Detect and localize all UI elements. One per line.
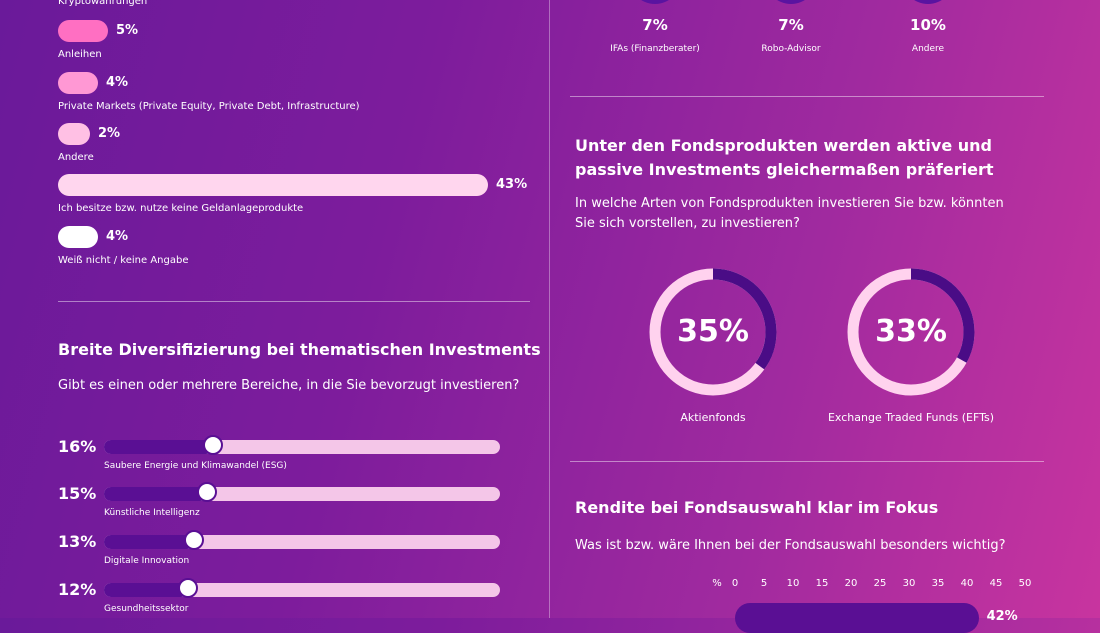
circle-value: 7%	[778, 16, 804, 34]
donut-arc	[847, 268, 975, 396]
return-title: Rendite bei Fondsauswahl klar im Fokus	[575, 498, 939, 517]
bar	[58, 123, 90, 145]
axis-tick: 20	[844, 578, 858, 589]
donut-arc	[649, 268, 777, 396]
bar	[58, 174, 488, 196]
section-divider	[570, 461, 1044, 462]
circle-label: Robo-Advisor	[761, 44, 821, 54]
return-value: 42%	[986, 609, 1018, 624]
return-question: Was ist bzw. wäre Ihnen bei der Fondsaus…	[575, 538, 1006, 553]
bar-value: 4%	[106, 75, 129, 90]
theme-track	[104, 530, 500, 550]
bar-label: Ich besitze bzw. nutze keine Geldanlagep…	[58, 203, 304, 214]
axis-tick: 15	[815, 578, 829, 589]
theme-track	[104, 435, 500, 455]
return-bar	[735, 603, 979, 633]
donut-label: Aktienfonds	[680, 411, 746, 424]
theme-label: Digitale Innovation	[104, 556, 190, 566]
axis-tick: 40	[960, 578, 974, 589]
circle-label: IFAs (Finanzberater)	[610, 44, 700, 54]
theme-label: Künstliche Intelligenz	[104, 508, 200, 518]
bar-value: 2%	[98, 126, 121, 141]
theme-value: 13%	[58, 532, 97, 551]
fund-title: Unter den Fondsprodukten werden aktive u…	[575, 136, 994, 179]
axis-tick: 10	[786, 578, 800, 589]
bar-label: Private Markets (Private Equity, Private…	[58, 101, 360, 112]
donut-value: 35%	[677, 314, 749, 349]
bar-value: 5%	[116, 23, 139, 38]
donut-value: 33%	[875, 314, 947, 349]
bar-value: 4%	[106, 229, 129, 244]
bar-label: Anleihen	[58, 49, 102, 60]
theme-fill	[104, 535, 195, 549]
bar	[58, 20, 108, 42]
axis-tick: 0	[731, 578, 739, 589]
theme-value: 12%	[58, 580, 97, 599]
circle-value: 10%	[910, 16, 946, 34]
theme-track	[104, 482, 500, 502]
bar-label: Andere	[58, 152, 94, 163]
column-divider	[549, 0, 550, 618]
theme-track	[104, 578, 500, 598]
theme-value: 15%	[58, 484, 97, 503]
axis-tick: 45	[989, 578, 1003, 589]
theme-fill	[104, 487, 208, 501]
theme-fill	[104, 440, 214, 454]
bar	[58, 72, 98, 94]
bar	[58, 226, 98, 248]
circle	[765, 0, 817, 4]
axis-tick: 50	[1018, 578, 1032, 589]
section-divider	[570, 96, 1044, 97]
themes-title: Breite Diversifizierung bei thematischen…	[58, 340, 541, 359]
circle	[629, 0, 681, 4]
section-divider	[58, 301, 530, 302]
theme-row: 12% Gesundheitssektor	[58, 578, 508, 620]
bar-value: 43%	[496, 177, 528, 192]
axis-tick: 30	[902, 578, 916, 589]
theme-fill	[104, 583, 189, 597]
theme-label: Gesundheitssektor	[104, 604, 189, 614]
theme-row: 13% Digitale Innovation	[58, 530, 508, 572]
donut-label: Exchange Traded Funds (EFTs)	[827, 411, 994, 424]
theme-label: Saubere Energie und Klimawandel (ESG)	[104, 461, 287, 471]
theme-knob	[197, 482, 218, 502]
fund-donut-chart	[649, 268, 975, 396]
theme-knob	[178, 578, 199, 598]
theme-row: 16% Saubere Energie und Klimawandel (ESG)	[58, 435, 508, 477]
axis-tick: 25	[873, 578, 887, 589]
axis-tick: 5	[760, 578, 768, 589]
theme-value: 16%	[58, 437, 97, 456]
bar-label: Kryptowährungen	[58, 0, 148, 7]
axis-tick: 35	[931, 578, 945, 589]
theme-row: 15% Künstliche Intelligenz	[58, 482, 508, 524]
theme-knob	[184, 530, 205, 550]
fund-question: In welche Arten von Fondsprodukten inves…	[575, 196, 1004, 231]
circle	[902, 0, 954, 4]
theme-knob	[203, 435, 224, 455]
axis-unit: %	[712, 578, 722, 589]
bar-label: Weiß nicht / keine Angabe	[58, 255, 189, 266]
themes-question: Gibt es einen oder mehrere Bereiche, in …	[58, 378, 520, 393]
circle-label: Andere	[911, 44, 945, 54]
circle-value: 7%	[642, 16, 668, 34]
